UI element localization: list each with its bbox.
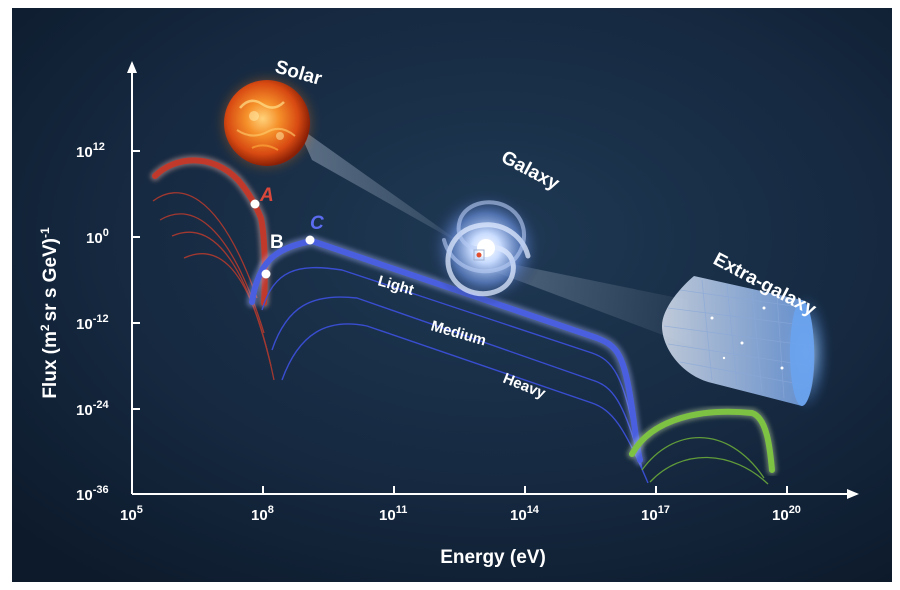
point-a-marker (250, 199, 260, 209)
y-tick-label: 100 (86, 227, 109, 247)
point-c-marker (305, 235, 315, 245)
point-b-marker (261, 269, 271, 279)
x-tick-label: 108 (251, 504, 274, 524)
galactic-flux-curve (249, 237, 643, 463)
point-a-label: A (259, 185, 274, 206)
point-c-label: C (310, 213, 324, 234)
universe-cone-image (662, 276, 829, 411)
x-axis-title: Energy (eV) (440, 547, 546, 568)
sun-image (217, 73, 317, 173)
y-tick-label: 10-12 (76, 313, 109, 333)
spectrum-diagram: 1012 100 10-12 10-24 10-36 105 108 1011 … (12, 8, 892, 582)
spiral-galaxy-image (428, 190, 544, 306)
x-tick-label: 1017 (641, 504, 670, 524)
extragalactic-component-curves (641, 436, 769, 485)
galaxy-beam (482, 258, 692, 346)
point-b-label: B (270, 232, 284, 253)
solar-flux-curve (152, 157, 268, 306)
y-tick-marks (132, 150, 140, 410)
x-tick-label: 105 (120, 504, 143, 524)
solar-system-marker (473, 249, 485, 261)
cosmic-ray-spectrum-figure: 1012 100 10-12 10-24 10-36 105 108 1011 … (12, 8, 892, 582)
x-tick-label: 1011 (379, 504, 407, 524)
x-tick-label: 1014 (510, 504, 540, 524)
y-tick-label: 10-24 (76, 399, 109, 419)
y-axis-title: Flux (m2sr s GeV)-1 (38, 227, 61, 399)
y-tick-label: 10-36 (76, 484, 109, 504)
x-tick-marks (262, 486, 788, 494)
x-tick-label: 1020 (772, 504, 801, 524)
y-tick-label: 1012 (76, 141, 105, 161)
extragalactic-flux-curve (629, 408, 775, 473)
